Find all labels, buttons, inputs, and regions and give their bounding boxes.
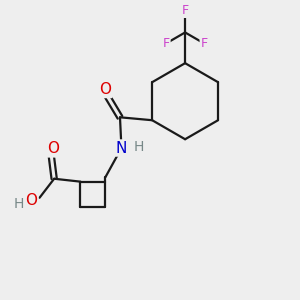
Text: F: F: [200, 37, 208, 50]
Text: O: O: [25, 193, 37, 208]
Text: H: H: [13, 197, 24, 211]
Text: O: O: [47, 141, 59, 156]
Text: N: N: [116, 140, 127, 155]
Text: H: H: [134, 140, 144, 154]
Text: F: F: [182, 4, 189, 17]
Text: F: F: [163, 37, 170, 50]
Text: O: O: [99, 82, 111, 97]
